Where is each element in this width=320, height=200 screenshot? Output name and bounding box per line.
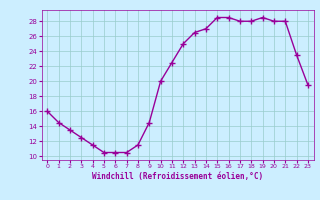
X-axis label: Windchill (Refroidissement éolien,°C): Windchill (Refroidissement éolien,°C) xyxy=(92,172,263,181)
